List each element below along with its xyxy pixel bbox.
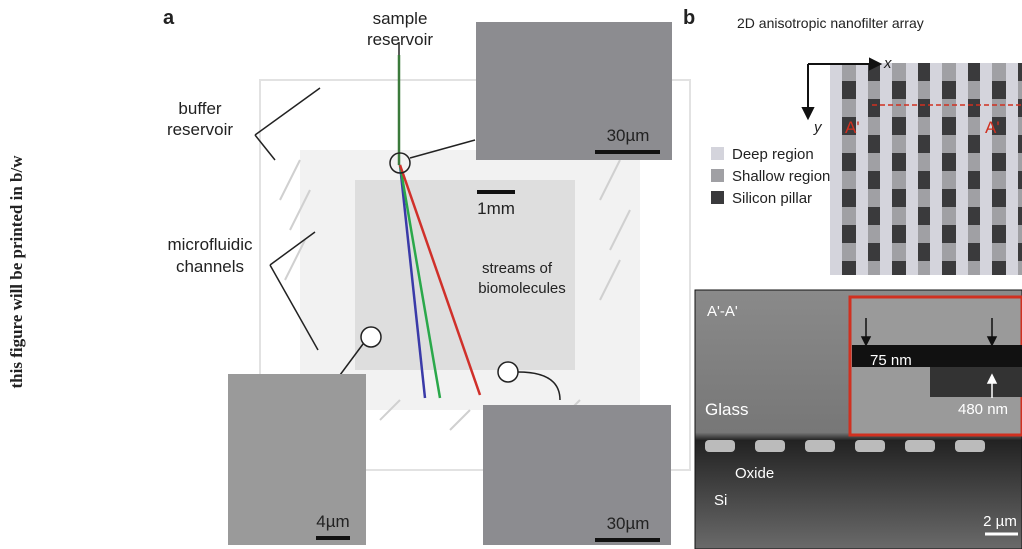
annotation: reservoir [167,120,233,139]
panel-label: b [683,7,695,29]
legend: Deep region Shallow region Silicon pilla… [711,146,830,207]
zoom-circle [498,362,518,382]
nanofilter-array [830,63,1022,275]
annotation: microfluidic [167,235,253,254]
legend-label: Silicon pillar [732,190,812,207]
sem-label: 75 nm [870,352,912,369]
legend-label: Deep region [732,146,814,163]
annotation: reservoir [367,30,433,49]
axis-label: x [883,55,892,72]
sem-label: Oxide [735,465,774,482]
legend-swatch [711,169,724,182]
annotation: buffer [178,99,222,118]
scale-label: 1mm [477,199,515,218]
panel-label: a [163,7,175,29]
scale-label: 2 µm [983,513,1017,530]
sem-label: 480 nm [958,401,1008,418]
cut-label: A' [985,118,1000,137]
axis-label: y [813,119,823,136]
annotation: biomolecules [478,280,566,297]
legend-swatch [711,191,724,204]
sem-label: A'-A' [707,303,738,320]
sem-label: Si [714,492,727,509]
annotation: channels [176,257,244,276]
legend-swatch [711,147,724,160]
sem-label: Glass [705,400,748,419]
zoom-circle [361,327,381,347]
annotation: sample [373,9,428,28]
cut-label: A' [845,118,860,137]
sem-channel [930,367,1022,397]
side-note: this figure will be printed in b/w [7,155,26,389]
scale-label: 4µm [316,512,349,531]
panel-title: 2D anisotropic nanofilter array [737,15,924,31]
scale-label: 30µm [607,514,650,533]
figure: this figure will be printed in b/w [0,0,1022,549]
annotation: streams of [482,260,553,277]
legend-label: Shallow region [732,168,830,185]
scale-label: 30µm [607,126,650,145]
